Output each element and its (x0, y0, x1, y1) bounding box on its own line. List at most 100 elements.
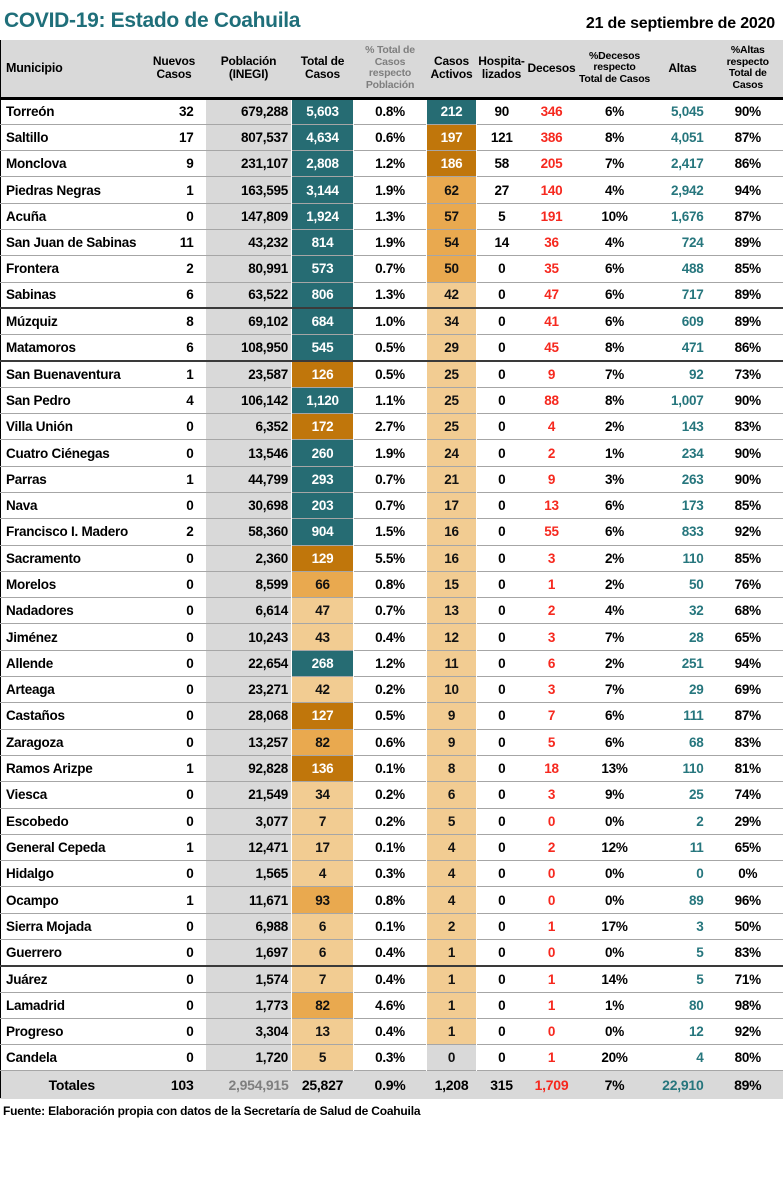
table-row: Ramos Arizpe 1 92,828 136 0.1% 8 0 18 13% 110 81% (0, 755, 783, 782)
cell-municipio: Francisco I. Madero (6, 524, 129, 540)
totals-casos-activos: 1,208 (434, 1076, 469, 1093)
cell-nuevos-casos: 1 (186, 761, 194, 777)
cell-pct-altas: 83% (734, 419, 762, 435)
cell-poblacion: 8,599 (205, 571, 292, 598)
cell-pct-decesos: 10% (601, 208, 628, 224)
cell-decesos: 1 (547, 1050, 556, 1066)
cell-total-casos: 136 (291, 755, 354, 782)
cell-municipio: Sierra Mojada (6, 918, 92, 934)
col-header-poblacion: Población (INEGI) (205, 40, 292, 98)
table-row: Castaños 0 28,068 127 0.5% 9 0 7 6% 111 87% (0, 702, 783, 730)
cell-pct-poblacion: 1.2% (375, 655, 405, 671)
cell-casos-activos: 16 (426, 518, 477, 546)
cell-poblacion: 63,522 (205, 282, 292, 309)
cell-pct-altas: 81% (734, 761, 762, 777)
cell-municipio: Allende (6, 655, 54, 671)
cell-total-casos: 4 (291, 860, 354, 887)
cell-municipio: General Cepeda (6, 839, 106, 855)
cell-nuevos-casos: 0 (186, 971, 194, 987)
cell-pct-poblacion: 0.4% (375, 971, 405, 987)
cell-pct-decesos: 6% (604, 734, 624, 750)
cell-municipio: Frontera (6, 261, 59, 277)
cell-total-casos: 43 (291, 623, 354, 651)
col-header-municipio: Municipio (0, 40, 143, 98)
cell-hospitalizados: 58 (494, 156, 510, 172)
cell-total-casos: 82 (291, 729, 354, 756)
cell-decesos: 18 (544, 761, 559, 777)
table-row: Monclova 9 231,107 2,808 1.2% 186 58 205 7% 2,417… (0, 150, 783, 177)
cell-pct-poblacion: 5.5% (375, 550, 405, 566)
cell-altas: 50 (688, 576, 704, 592)
totals-pct-altas: 89% (734, 1076, 762, 1093)
cell-pct-decesos: 1% (604, 997, 624, 1013)
cell-altas: 111 (683, 708, 704, 724)
cell-total-casos: 814 (291, 229, 354, 256)
cell-pct-decesos: 7% (604, 682, 624, 698)
cell-poblacion: 13,546 (205, 439, 292, 467)
cell-altas: 11 (689, 839, 704, 855)
cell-nuevos-casos: 2 (186, 261, 194, 277)
cell-total-casos: 4,634 (291, 124, 354, 151)
cell-nuevos-casos: 0 (186, 655, 194, 671)
cell-casos-activos: 29 (426, 334, 477, 361)
cell-nuevos-casos: 6 (186, 287, 194, 303)
cell-casos-activos: 9 (426, 729, 477, 756)
cell-total-casos: 129 (291, 545, 354, 572)
cell-total-casos: 5 (291, 1044, 354, 1071)
cell-decesos: 0 (547, 1024, 556, 1040)
table-row: Sabinas 6 63,522 806 1.3% 42 0 47 6% 717 89% (0, 282, 783, 309)
cell-poblacion: 1,565 (205, 860, 292, 887)
cell-pct-altas: 87% (734, 708, 762, 724)
cell-poblacion: 21,549 (205, 781, 292, 809)
cell-pct-poblacion: 0.5% (375, 366, 405, 382)
cell-pct-altas: 90% (734, 104, 762, 120)
col-header-altas: Altas (652, 40, 713, 98)
cell-pct-poblacion: 1.3% (375, 287, 405, 303)
cell-casos-activos: 0 (426, 1044, 477, 1071)
cell-decesos: 2 (547, 839, 556, 855)
cell-poblacion: 80,991 (205, 255, 292, 283)
cell-pct-altas: 86% (734, 156, 762, 172)
cell-pct-altas: 89% (734, 287, 762, 303)
cell-altas: 1,676 (670, 208, 704, 224)
cell-pct-altas: 87% (734, 129, 762, 145)
cell-nuevos-casos: 11 (179, 235, 194, 251)
cell-pct-decesos: 7% (604, 156, 624, 172)
cell-decesos: 36 (544, 235, 559, 251)
cell-pct-poblacion: 0.5% (375, 708, 405, 724)
cell-nuevos-casos: 0 (186, 419, 194, 435)
cell-nuevos-casos: 1 (186, 892, 194, 908)
cell-pct-poblacion: 0.4% (375, 1024, 405, 1040)
cell-pct-altas: 50% (734, 918, 762, 934)
cell-decesos: 7 (547, 708, 556, 724)
cell-decesos: 41 (544, 314, 559, 330)
cell-altas: 2 (696, 813, 704, 829)
cell-casos-activos: 12 (426, 623, 477, 651)
table-row: Sacramento 0 2,360 129 5.5% 16 0 3 2% 110 85% (0, 545, 783, 572)
cell-nuevos-casos: 8 (186, 314, 194, 330)
cell-poblacion: 679,288 (205, 98, 292, 125)
cell-hospitalizados: 0 (498, 708, 506, 724)
cell-hospitalizados: 121 (490, 129, 513, 145)
cell-hospitalizados: 0 (498, 524, 506, 540)
cell-casos-activos: 42 (426, 282, 477, 309)
cell-pct-altas: 65% (734, 839, 762, 855)
cell-altas: 28 (688, 629, 704, 645)
cell-pct-altas: 68% (734, 603, 762, 619)
cell-pct-decesos: 2% (604, 655, 624, 671)
table-row: Morelos 0 8,599 66 0.8% 15 0 1 2% 50 76% (0, 571, 783, 598)
cell-poblacion: 807,537 (205, 124, 292, 151)
cell-total-casos: 1,120 (291, 387, 354, 414)
cell-altas: 2,417 (670, 156, 704, 172)
cell-total-casos: 126 (291, 360, 354, 388)
cell-municipio: Viesca (6, 787, 48, 803)
cell-poblacion: 58,360 (205, 518, 292, 546)
cell-casos-activos: 186 (426, 150, 477, 177)
cell-hospitalizados: 0 (498, 813, 506, 829)
cell-nuevos-casos: 0 (186, 944, 194, 960)
cell-hospitalizados: 0 (498, 471, 506, 487)
cell-municipio: Acuña (6, 208, 47, 224)
cell-pct-decesos: 8% (604, 129, 624, 145)
cell-decesos: 1 (547, 918, 556, 934)
table-row: Viesca 0 21,549 34 0.2% 6 0 3 9% 25 74% (0, 781, 783, 809)
